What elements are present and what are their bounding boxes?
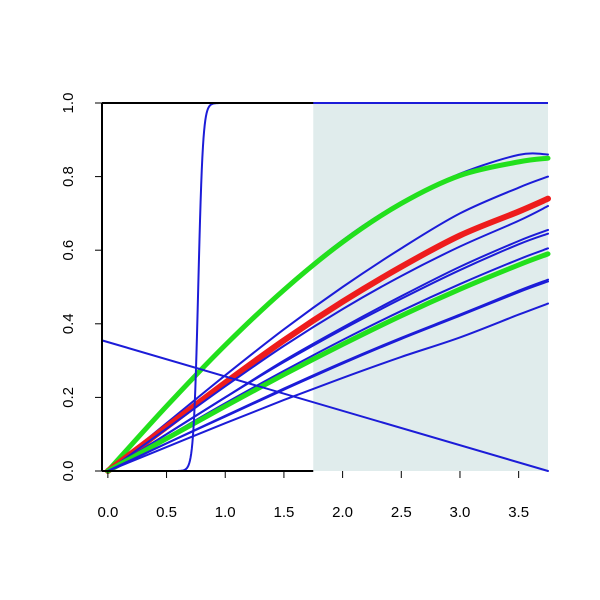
x-tick-label-4: 2.0: [332, 504, 353, 521]
shaded-region: [313, 103, 548, 471]
y-tick-label-0: 0.0: [60, 461, 77, 482]
series-line-1: [105, 155, 551, 474]
x-tick-label-6: 3.0: [450, 504, 471, 521]
series-line-11: [106, 302, 549, 472]
x-tick-label-2: 1.0: [215, 504, 236, 521]
series-line-12: [101, 339, 549, 472]
series-line-10: [106, 280, 549, 472]
y-tick-label-5: 1.0: [60, 93, 77, 114]
y-tick-label-4: 0.8: [60, 166, 77, 187]
series-line-4: [106, 205, 549, 472]
x-tick-label-7: 3.5: [508, 504, 529, 521]
x-tick-label-1: 0.5: [156, 504, 177, 521]
x-tick-label-0: 0.0: [97, 504, 118, 521]
series-line-3: [104, 195, 551, 474]
y-tick-label-1: 0.2: [60, 387, 77, 408]
series-line-6: [106, 232, 549, 472]
series-line-8: [105, 251, 551, 474]
series-line-2: [106, 175, 549, 472]
x-tick-label-3: 1.5: [273, 504, 294, 521]
y-tick-label-2: 0.4: [60, 313, 77, 334]
y-tick-label-3: 0.6: [60, 240, 77, 261]
x-tick-label-5: 2.5: [391, 504, 412, 521]
